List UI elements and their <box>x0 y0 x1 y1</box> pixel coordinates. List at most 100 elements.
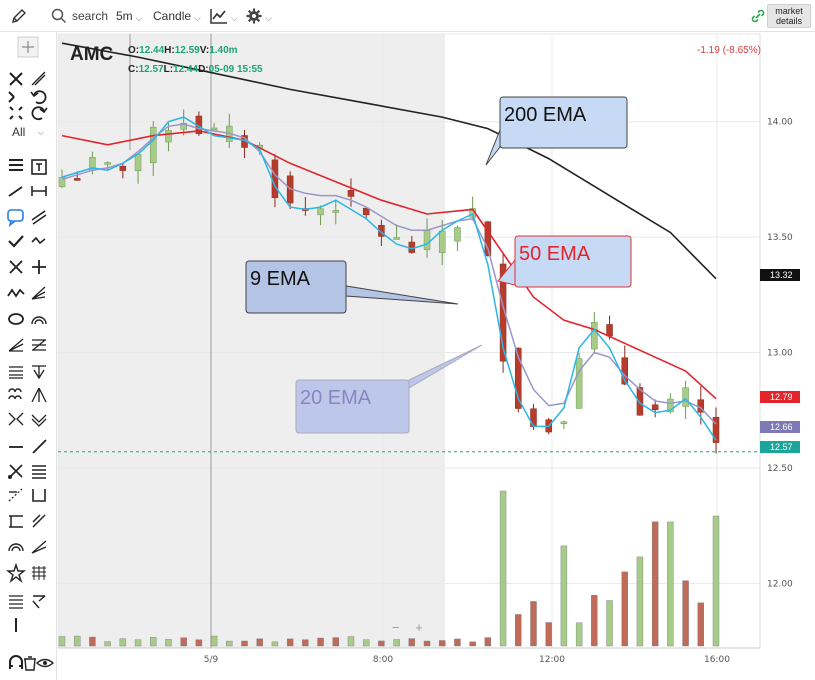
crosshair-tool-icon[interactable] <box>17 36 39 58</box>
angle-tool-icon[interactable] <box>5 86 27 108</box>
volume-bar <box>165 639 172 647</box>
text-tool-icon[interactable] <box>28 156 50 178</box>
magnet-icon[interactable] <box>5 652 27 674</box>
volume-bar <box>286 638 294 647</box>
volume-bar <box>667 521 674 647</box>
cross-tool-icon[interactable] <box>5 68 27 90</box>
top-toolbar: search 5m ⌵ Candle ⌵ ⌵ ⌵ market details <box>0 0 815 32</box>
callout-9ema-box <box>245 260 347 314</box>
chevron-down-icon: ⌵ <box>231 12 238 23</box>
y-tick-label: 13.50 <box>767 233 793 243</box>
lines-stack-icon[interactable] <box>28 460 50 482</box>
hline-icon[interactable] <box>5 436 27 458</box>
chevron-down-icon: ⌵ <box>194 12 201 23</box>
zoom-controls: − + <box>392 620 423 635</box>
zigzag-icon[interactable] <box>5 282 27 304</box>
undo-icon[interactable] <box>28 86 50 108</box>
eye-icon[interactable] <box>34 652 56 674</box>
volume-bar <box>682 580 689 647</box>
candle-body <box>423 230 431 250</box>
cycle-lines-icon[interactable] <box>5 384 27 406</box>
star-icon[interactable] <box>5 562 27 584</box>
chart-type-select[interactable]: Candle ⌵ <box>153 0 201 32</box>
volume-bar <box>150 637 157 647</box>
ellipse-icon[interactable] <box>5 308 27 330</box>
gann-icon[interactable] <box>28 282 50 304</box>
price-change: -1.19 (-8.65%) <box>697 45 761 56</box>
chevron-down-icon: ⌵ <box>135 12 143 23</box>
range-icon[interactable] <box>5 510 27 532</box>
search-box[interactable]: search <box>51 0 108 32</box>
candle-body <box>378 224 385 237</box>
tool-filter-select[interactable]: All ⌵ <box>12 125 45 139</box>
menu-icon[interactable] <box>5 154 27 176</box>
zoom-out-button[interactable]: − <box>392 620 400 635</box>
settings-button[interactable]: ⌵ <box>246 0 272 32</box>
fib-retracement-icon[interactable] <box>28 334 50 356</box>
interval-select[interactable]: 5m ⌵ <box>116 0 143 32</box>
volume-bar <box>575 622 583 647</box>
scissors-icon[interactable] <box>5 460 27 482</box>
candle-body <box>560 421 568 425</box>
trend-line-icon[interactable] <box>5 180 27 202</box>
callout-20ema-label: 20 EMA <box>300 387 372 409</box>
comment-icon[interactable] <box>5 206 27 228</box>
wave-tool-icon[interactable] <box>28 230 50 252</box>
y-tick-label: 13.00 <box>767 349 793 359</box>
market-details-button[interactable]: market details <box>767 4 811 28</box>
callout-20ema-box <box>295 379 410 434</box>
price-tag-ema20: 12.66 <box>760 421 800 433</box>
arc-icon[interactable] <box>28 308 50 330</box>
fib-levels-icon[interactable] <box>5 360 27 382</box>
search-icon <box>51 8 67 24</box>
check-icon[interactable] <box>5 230 27 252</box>
bracket-tool-icon[interactable] <box>5 102 27 124</box>
candle-body <box>667 398 674 413</box>
fan-lines-icon[interactable] <box>28 384 50 406</box>
slash-icon[interactable] <box>28 510 50 532</box>
zoom-in-button[interactable]: + <box>415 620 423 635</box>
volume-bar <box>104 641 111 647</box>
indicators-button[interactable]: ⌵ <box>210 0 238 32</box>
candle-body <box>484 221 492 256</box>
candle-body <box>454 227 461 242</box>
horizontal-line-icon[interactable] <box>28 180 50 202</box>
symbol-label: AMC <box>70 44 114 65</box>
volume-bar <box>697 602 704 647</box>
candle-body <box>499 263 507 362</box>
pencil-icon[interactable] <box>10 0 28 32</box>
ema9-line <box>61 116 717 441</box>
candle-body <box>180 122 187 130</box>
link-icon[interactable] <box>751 0 765 32</box>
search-input[interactable]: search <box>72 9 109 23</box>
redo-icon[interactable] <box>28 102 50 124</box>
vertical-line-icon[interactable] <box>5 614 27 636</box>
table-icon[interactable] <box>5 590 27 612</box>
chevron-lines-icon[interactable] <box>28 408 50 430</box>
callout-9ema-label: 9 EMA <box>250 268 311 290</box>
volume-bar <box>393 639 400 647</box>
plus-icon[interactable] <box>28 256 50 278</box>
parallel-channel-icon[interactable] <box>28 206 50 228</box>
box-icon[interactable] <box>28 484 50 506</box>
brush-tool-icon[interactable] <box>28 68 50 90</box>
ray-icon[interactable] <box>28 436 50 458</box>
split-icon[interactable] <box>28 590 50 612</box>
candle-body <box>347 190 355 197</box>
diagonal-dots-icon[interactable] <box>5 484 27 506</box>
x-tool-icon[interactable] <box>5 256 27 278</box>
price-tag-ema200: 13.32 <box>760 269 800 281</box>
candle-body <box>636 387 644 416</box>
trash-icon[interactable] <box>19 652 41 674</box>
grid-lines-icon[interactable] <box>28 562 50 584</box>
pitchfork-icon[interactable] <box>28 360 50 382</box>
candle-body <box>606 324 613 337</box>
fib-fan-icon[interactable] <box>5 334 27 356</box>
angle-lines-icon[interactable] <box>5 408 27 430</box>
speed-fan-icon[interactable] <box>28 536 50 558</box>
candle-body <box>58 177 66 187</box>
volume-bar <box>302 639 309 647</box>
callout-50ema-label: 50 EMA <box>519 243 591 265</box>
rainbow-icon[interactable] <box>5 536 27 558</box>
